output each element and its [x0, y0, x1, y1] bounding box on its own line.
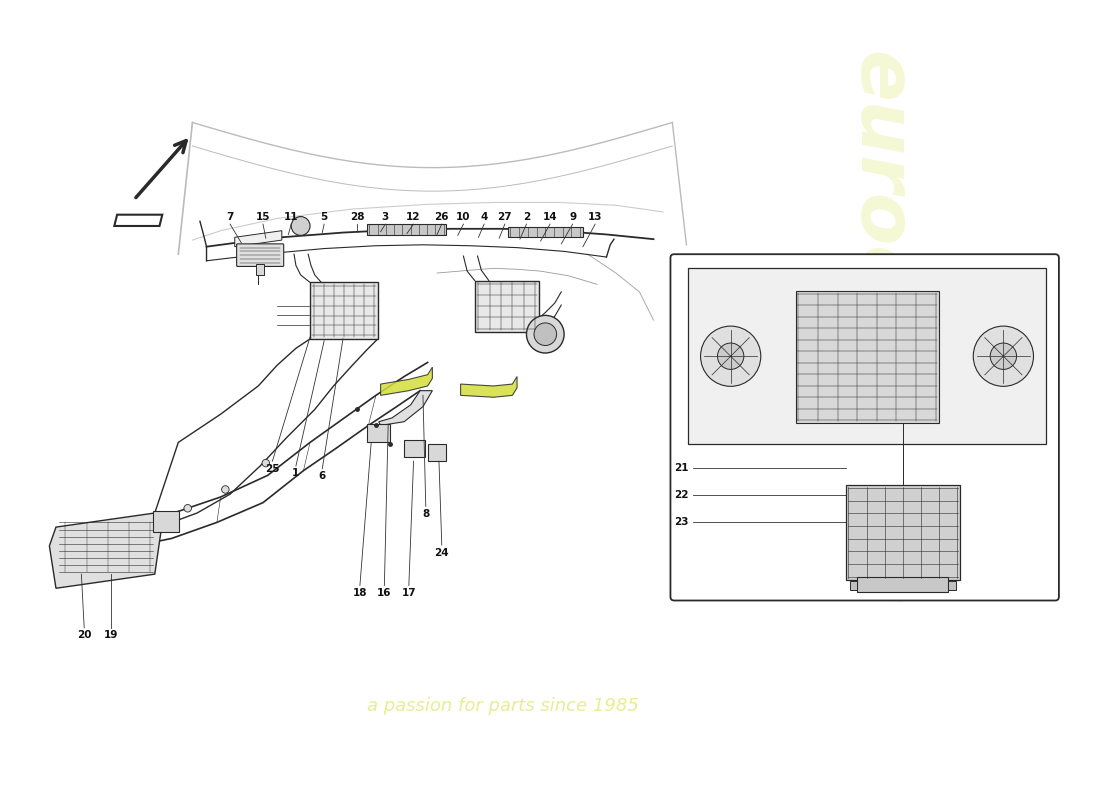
Text: 10: 10	[456, 211, 471, 222]
Bar	[689, 268, 1046, 444]
Bar	[310, 282, 377, 339]
Circle shape	[534, 323, 557, 346]
Bar	[153, 511, 179, 532]
Bar	[256, 264, 264, 275]
Bar	[475, 281, 539, 332]
Bar	[508, 227, 583, 238]
Text: 3: 3	[382, 211, 389, 222]
Text: 23: 23	[674, 518, 689, 527]
Text: 20: 20	[77, 630, 91, 640]
Polygon shape	[50, 513, 163, 588]
Text: a passion for parts since 1985: a passion for parts since 1985	[367, 697, 639, 715]
Circle shape	[701, 326, 761, 386]
Text: 27: 27	[497, 211, 513, 222]
Text: 9: 9	[569, 211, 576, 222]
Polygon shape	[234, 230, 282, 246]
Text: eurocarparts: eurocarparts	[843, 51, 916, 608]
Text: 17: 17	[402, 588, 416, 598]
FancyBboxPatch shape	[671, 254, 1059, 601]
Text: 7: 7	[227, 211, 233, 222]
Polygon shape	[378, 390, 432, 426]
Bar	[846, 485, 960, 580]
Circle shape	[717, 343, 744, 370]
Circle shape	[184, 505, 191, 512]
Text: 26: 26	[434, 211, 449, 222]
Text: 15: 15	[255, 211, 271, 222]
Bar	[366, 423, 390, 442]
Text: 24: 24	[434, 547, 449, 558]
Text: 4: 4	[481, 211, 487, 222]
Text: 1: 1	[293, 469, 299, 478]
Text: 19: 19	[103, 630, 118, 640]
Bar	[795, 291, 938, 423]
Bar	[428, 444, 447, 462]
Text: 6: 6	[319, 471, 326, 482]
Bar	[849, 581, 857, 590]
Circle shape	[221, 486, 229, 494]
Text: 22: 22	[674, 490, 689, 500]
Text: 11: 11	[284, 211, 298, 222]
Polygon shape	[461, 377, 517, 398]
Text: 14: 14	[542, 211, 558, 222]
Circle shape	[262, 459, 270, 467]
Bar	[404, 439, 425, 457]
Text: 12: 12	[406, 211, 421, 222]
Text: 2: 2	[522, 211, 530, 222]
Polygon shape	[381, 367, 432, 395]
Text: 13: 13	[587, 211, 603, 222]
Text: 1985: 1985	[825, 331, 877, 478]
Bar	[857, 577, 948, 592]
FancyBboxPatch shape	[236, 244, 284, 266]
Circle shape	[990, 343, 1016, 370]
Text: 21: 21	[674, 463, 689, 473]
Circle shape	[527, 315, 564, 353]
Text: 8: 8	[422, 509, 429, 519]
Text: 16: 16	[377, 588, 392, 598]
Text: 25: 25	[265, 464, 279, 474]
Text: 18: 18	[353, 588, 367, 598]
Text: 28: 28	[350, 211, 364, 222]
Bar	[366, 224, 447, 235]
Circle shape	[292, 217, 310, 235]
Bar	[948, 581, 956, 590]
Text: 5: 5	[320, 211, 328, 222]
Circle shape	[974, 326, 1034, 386]
